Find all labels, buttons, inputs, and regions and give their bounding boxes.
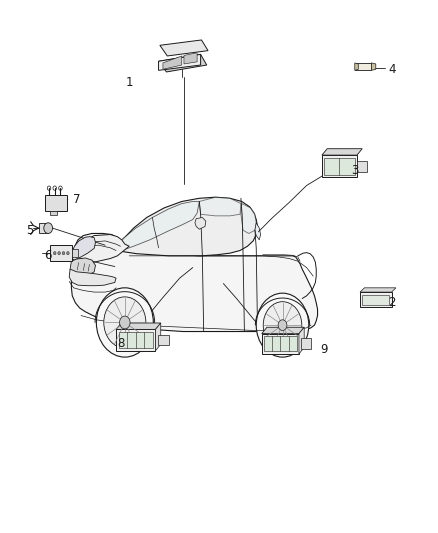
Circle shape (278, 320, 287, 330)
Polygon shape (264, 336, 297, 351)
Polygon shape (360, 288, 396, 292)
Polygon shape (72, 249, 78, 257)
Polygon shape (355, 63, 371, 70)
Polygon shape (116, 329, 155, 351)
Polygon shape (255, 223, 261, 240)
Text: 9: 9 (320, 343, 328, 356)
Polygon shape (109, 197, 258, 256)
Polygon shape (69, 269, 116, 286)
Polygon shape (119, 332, 153, 348)
Polygon shape (158, 335, 169, 345)
Polygon shape (322, 155, 357, 177)
Polygon shape (301, 338, 311, 349)
Polygon shape (71, 233, 318, 332)
Text: 2: 2 (388, 296, 396, 309)
Circle shape (44, 223, 53, 233)
Polygon shape (39, 223, 48, 233)
Text: 7: 7 (73, 193, 81, 206)
Polygon shape (159, 54, 201, 70)
Polygon shape (184, 53, 197, 64)
Polygon shape (357, 161, 367, 172)
Polygon shape (155, 323, 161, 351)
Polygon shape (71, 237, 95, 260)
Polygon shape (262, 327, 304, 334)
Text: 8: 8 (117, 337, 124, 350)
Circle shape (62, 252, 65, 255)
Polygon shape (116, 323, 161, 329)
Polygon shape (50, 211, 57, 215)
Polygon shape (371, 63, 376, 70)
Text: 4: 4 (388, 63, 396, 76)
Polygon shape (115, 201, 199, 251)
Polygon shape (45, 195, 67, 211)
Circle shape (58, 252, 60, 255)
Circle shape (53, 252, 56, 255)
Polygon shape (159, 54, 207, 72)
Polygon shape (199, 197, 241, 216)
Text: 3: 3 (351, 164, 358, 177)
Circle shape (120, 316, 130, 329)
Polygon shape (72, 235, 129, 264)
Circle shape (67, 252, 69, 255)
Polygon shape (360, 292, 392, 307)
Circle shape (256, 293, 309, 357)
Polygon shape (163, 56, 182, 69)
Polygon shape (362, 295, 389, 305)
Polygon shape (195, 217, 206, 229)
Polygon shape (50, 245, 72, 261)
Polygon shape (70, 258, 95, 277)
Polygon shape (322, 149, 362, 155)
Circle shape (263, 302, 302, 349)
Circle shape (104, 297, 146, 348)
Circle shape (96, 288, 153, 357)
Text: 5: 5 (26, 224, 33, 237)
Polygon shape (160, 40, 208, 56)
Polygon shape (262, 334, 299, 354)
Text: 1: 1 (125, 76, 133, 89)
Polygon shape (355, 63, 358, 70)
Text: 6: 6 (44, 249, 52, 262)
Polygon shape (241, 204, 256, 233)
Polygon shape (324, 158, 355, 175)
Polygon shape (299, 327, 304, 354)
